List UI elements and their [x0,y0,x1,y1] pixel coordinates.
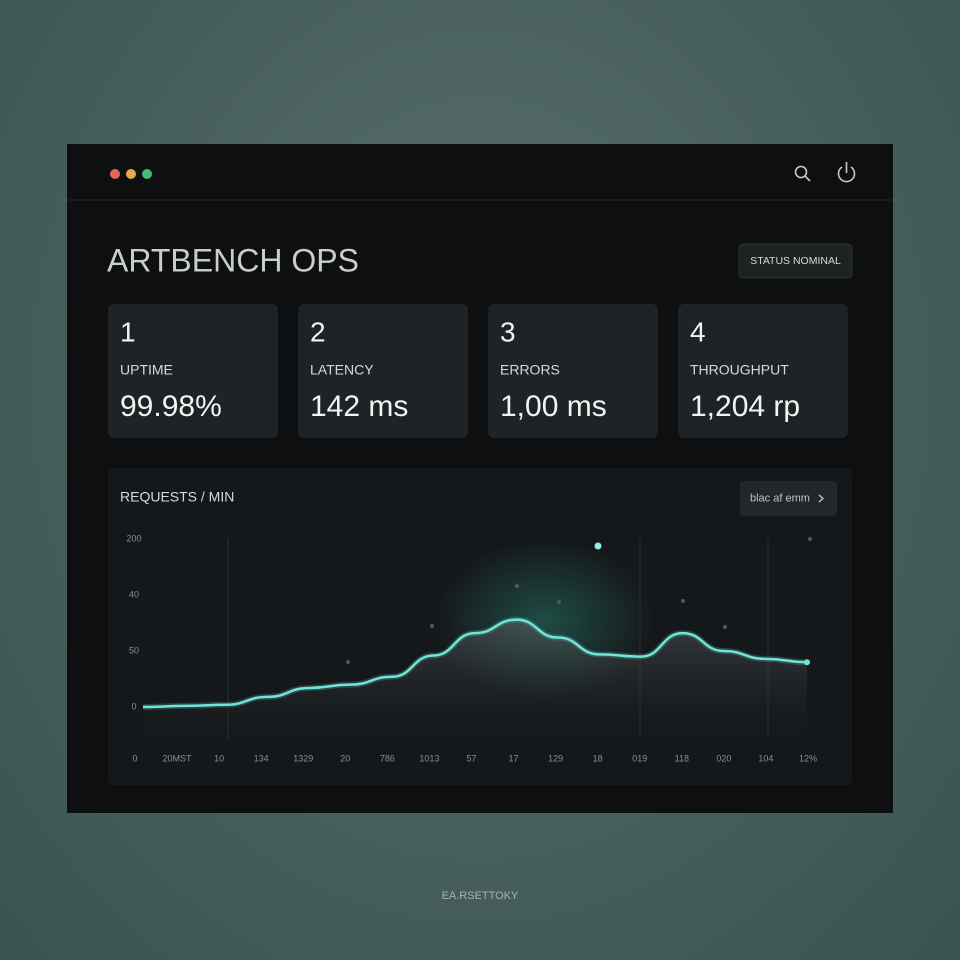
x-tick-label: 17 [509,753,519,763]
card-label: UPTIME [120,362,173,378]
chart-title: REQUESTS / MIN [120,489,234,505]
chart-button[interactable] [740,481,837,516]
card-index: 3 [500,316,516,347]
status-badge [738,243,853,279]
chevron-icon [818,494,825,503]
x-tick-label: 118 [675,753,689,763]
x-tick-label: 104 [758,753,773,763]
metric-card [108,304,278,438]
x-tick-label: 57 [466,753,476,763]
chart-dots [346,537,812,664]
x-tick-label: 0 [132,753,137,763]
chart: 200 40 50 0 0 20MST 10 134 1329 20 786 1013 57 17 129 1… [126,533,817,763]
x-tick-label: 786 [380,753,395,763]
x-tick-label: 1013 [419,753,439,763]
x-tick-label: 019 [632,753,647,763]
window-maximize[interactable] [142,169,152,179]
line [142,618,808,709]
end-point [804,659,810,666]
search-icon[interactable] [794,165,811,182]
y-axis-label: 0 [131,701,136,711]
app-title: ARTBENCH OPS [107,242,359,278]
x-tick-label: 20MST [163,753,193,763]
x-tick-label: 12% [799,753,817,763]
x-tick-label: 1329 [293,753,313,763]
metric-cards: 1 UPTIME 99.98% 2 LATENCY 142 ms 3 ERRORS 1,00 m… [108,304,848,438]
area [143,619,807,742]
card-value: 99.98% [120,390,222,423]
status-text: STATUS NOMINAL [750,255,841,267]
footer-text: EA.RSETTOKY [442,890,519,902]
card-index: 1 [120,316,136,347]
y-axis-label: 40 [129,589,139,599]
highlight-dot [594,542,602,550]
x-tick-label: 129 [548,753,563,763]
card-value: 1,204 rp [690,390,800,423]
card-index: 2 [310,316,326,347]
x-tick-label: 10 [214,753,224,763]
card-label: LATENCY [310,362,374,378]
x-tick-label: 020 [716,753,731,763]
card-value: 142 ms [310,390,408,423]
chart-button-text: blac af emm [750,492,810,504]
card-label: ERRORS [500,362,560,378]
x-tick-label: 18 [593,753,603,763]
x-tick-label: 20 [340,753,350,763]
metric-card [298,304,468,438]
x-tick-label: 134 [254,753,269,763]
card-value: 1,00 ms [500,390,607,423]
metric-card [488,304,658,438]
card-index: 4 [690,316,706,347]
window-close[interactable] [110,169,120,179]
y-axis-label: 200 [126,533,141,543]
y-axis-label: 50 [129,645,139,655]
card-label: THROUGHPUT [690,362,789,378]
power-icon[interactable] [837,162,856,183]
window-minimize[interactable] [126,169,136,179]
metric-card [678,304,848,438]
